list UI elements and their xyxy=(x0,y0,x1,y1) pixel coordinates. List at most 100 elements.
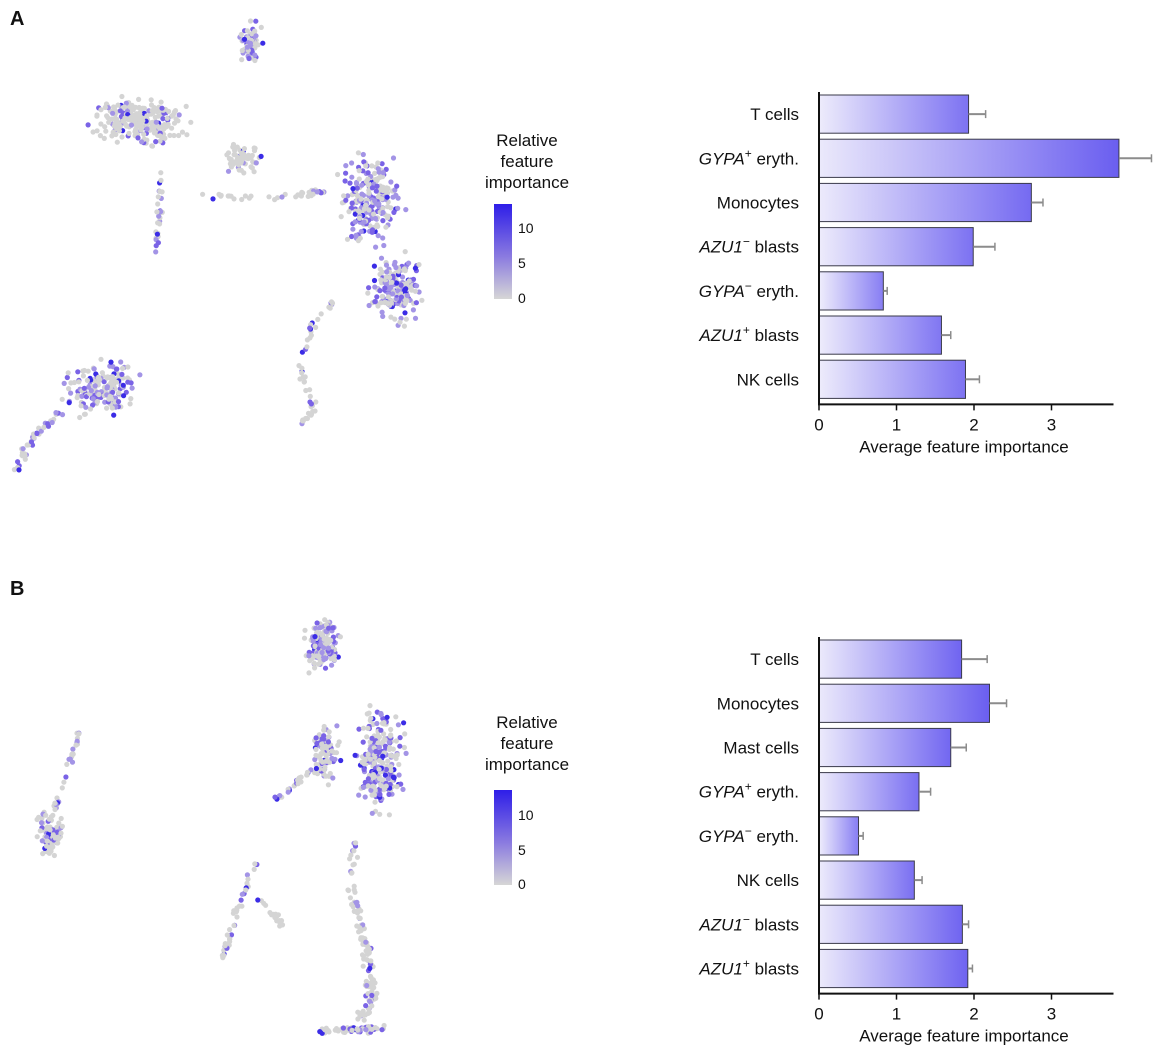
cell-point xyxy=(241,152,247,158)
cell-point xyxy=(242,193,248,199)
cell-point xyxy=(251,169,257,175)
cell-point xyxy=(156,213,162,219)
cell-point xyxy=(365,943,371,949)
cell-point xyxy=(77,414,83,421)
cell-point xyxy=(402,249,408,255)
cell-point xyxy=(385,776,391,782)
cell-point xyxy=(253,160,259,166)
cell-point xyxy=(128,396,134,402)
cell-point xyxy=(307,658,313,664)
cell-point xyxy=(391,775,397,781)
cell-point xyxy=(329,748,335,754)
category-label: GYPA− eryth. xyxy=(699,824,799,846)
cell-point xyxy=(133,104,139,110)
cell-point xyxy=(366,302,372,309)
cell-point xyxy=(327,770,333,777)
cell-point xyxy=(128,122,135,128)
cell-point xyxy=(158,99,164,105)
cell-point xyxy=(401,744,407,751)
error-bar xyxy=(968,110,987,119)
cell-point xyxy=(325,1028,331,1034)
cell-point xyxy=(247,18,254,24)
cell-point xyxy=(106,119,112,125)
cell-point xyxy=(369,163,375,169)
cell-point xyxy=(369,988,375,994)
category-label: AZU1− blasts xyxy=(698,912,799,934)
cell-point xyxy=(151,130,157,136)
cell-point xyxy=(266,194,272,200)
cell-point xyxy=(319,745,325,751)
cell-point xyxy=(371,211,377,217)
cell-point xyxy=(152,114,158,120)
cell-point xyxy=(385,301,391,307)
bar xyxy=(818,271,884,311)
cell-point xyxy=(372,980,378,986)
cell-point xyxy=(375,303,381,309)
bar xyxy=(818,772,920,812)
cell-point xyxy=(258,153,264,159)
cell-point xyxy=(258,24,264,30)
cell-point xyxy=(141,131,147,137)
cell-point xyxy=(375,233,381,239)
cell-point xyxy=(127,401,133,407)
cell-point xyxy=(384,185,390,191)
cell-point xyxy=(329,662,335,668)
cell-point xyxy=(385,215,391,221)
cell-point xyxy=(227,936,233,942)
cell-point xyxy=(274,195,281,201)
cell-point xyxy=(360,192,367,198)
cell-point xyxy=(371,277,378,284)
cell-point xyxy=(371,792,377,798)
cell-point xyxy=(343,170,349,176)
cell-point xyxy=(244,880,250,886)
cell-point xyxy=(391,209,397,215)
cell-point xyxy=(349,160,355,166)
cell-point xyxy=(244,44,251,50)
cell-point xyxy=(346,209,352,215)
cell-point xyxy=(353,232,359,238)
legend-title-line: importance xyxy=(484,173,570,192)
cell-point xyxy=(390,194,396,200)
cell-point xyxy=(360,739,366,745)
cell-point xyxy=(225,168,232,174)
cell-point xyxy=(373,188,379,194)
cell-point xyxy=(225,150,232,156)
cell-point xyxy=(359,182,365,188)
cell-point xyxy=(55,834,61,840)
bar xyxy=(818,948,969,989)
error-bar xyxy=(1031,198,1044,207)
cell-point xyxy=(109,405,115,411)
cell-point xyxy=(117,108,123,114)
cell-point xyxy=(115,102,121,108)
error-bar xyxy=(989,699,1008,708)
cell-point xyxy=(277,793,283,799)
cell-point xyxy=(305,410,312,416)
cell-point xyxy=(356,792,362,798)
cell-point xyxy=(164,115,170,121)
cell-point xyxy=(272,794,278,800)
x-tick-label: 1 xyxy=(892,1005,901,1024)
legend-title-line: importance xyxy=(484,755,570,774)
cell-point xyxy=(365,783,371,789)
cell-point xyxy=(119,134,125,140)
cell-point xyxy=(340,1025,346,1031)
cell-point xyxy=(388,767,394,773)
cell-point xyxy=(52,800,58,806)
cell-point xyxy=(246,55,252,62)
cell-point xyxy=(369,992,375,998)
cell-point xyxy=(367,223,373,229)
cell-point xyxy=(388,179,394,185)
cell-point xyxy=(396,761,402,768)
colorbar-tick: 10 xyxy=(518,807,534,823)
cell-point xyxy=(50,832,56,838)
cell-point xyxy=(238,160,244,166)
cell-point xyxy=(355,150,361,156)
cell-point xyxy=(349,1027,355,1033)
cell-point xyxy=(365,290,371,296)
cell-point xyxy=(357,215,363,221)
error-bar xyxy=(967,964,974,973)
cell-point xyxy=(379,309,385,315)
cell-point xyxy=(322,617,328,623)
cell-point xyxy=(37,828,43,834)
cell-point xyxy=(363,1003,369,1009)
